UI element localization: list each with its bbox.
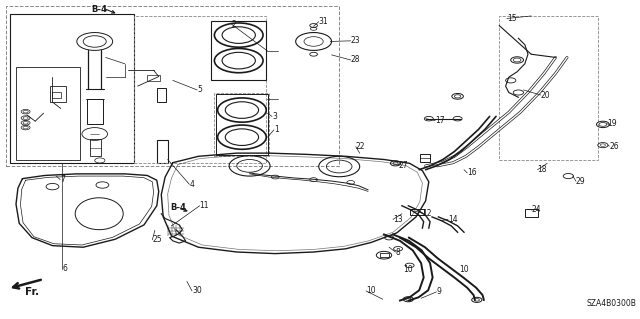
Bar <box>16 67 80 160</box>
Text: 19: 19 <box>607 119 616 128</box>
Text: 8: 8 <box>396 248 400 256</box>
Bar <box>420 154 430 162</box>
Text: 25: 25 <box>152 235 162 244</box>
Bar <box>525 209 538 217</box>
Text: 6: 6 <box>62 264 67 273</box>
Bar <box>90 139 101 156</box>
Bar <box>157 88 166 102</box>
Bar <box>52 92 61 98</box>
Text: 23: 23 <box>351 36 360 45</box>
Text: 31: 31 <box>319 17 328 26</box>
Text: 27: 27 <box>398 161 408 170</box>
Text: 29: 29 <box>576 177 586 186</box>
Text: 10: 10 <box>403 265 413 274</box>
Text: B-4: B-4 <box>92 5 107 14</box>
Text: B-4: B-4 <box>170 204 186 212</box>
Text: 28: 28 <box>351 56 360 64</box>
Bar <box>134 16 266 163</box>
Bar <box>10 14 134 163</box>
Text: 2: 2 <box>232 20 236 29</box>
Bar <box>410 209 424 215</box>
Text: 24: 24 <box>531 205 541 214</box>
Text: 1: 1 <box>274 125 278 134</box>
Text: 14: 14 <box>448 215 458 224</box>
Text: 10: 10 <box>460 265 469 274</box>
Bar <box>157 140 168 163</box>
Text: 26: 26 <box>609 142 619 151</box>
Text: 3: 3 <box>272 112 277 121</box>
Text: 22: 22 <box>356 142 365 151</box>
Text: 4: 4 <box>189 180 195 189</box>
Text: 10: 10 <box>366 286 376 295</box>
Text: 13: 13 <box>393 215 403 224</box>
Text: Fr.: Fr. <box>25 287 39 297</box>
Text: 30: 30 <box>192 286 202 295</box>
Bar <box>6 6 339 166</box>
Text: 20: 20 <box>541 91 550 100</box>
Bar <box>50 86 66 102</box>
Bar <box>211 21 266 80</box>
Text: SZA4B0300B: SZA4B0300B <box>587 299 637 308</box>
Bar <box>147 75 160 81</box>
Text: 12: 12 <box>422 209 432 218</box>
Text: 7: 7 <box>60 175 65 184</box>
Text: 9: 9 <box>436 287 442 296</box>
Text: 17: 17 <box>435 116 445 125</box>
Bar <box>380 253 389 257</box>
Text: 5: 5 <box>197 85 202 94</box>
Text: 16: 16 <box>467 168 477 177</box>
Text: 18: 18 <box>538 165 547 174</box>
Text: 15: 15 <box>507 14 516 23</box>
Text: 11: 11 <box>200 201 209 210</box>
Bar <box>216 94 268 155</box>
Bar <box>499 16 598 160</box>
Bar <box>214 93 269 156</box>
Bar <box>87 99 103 124</box>
